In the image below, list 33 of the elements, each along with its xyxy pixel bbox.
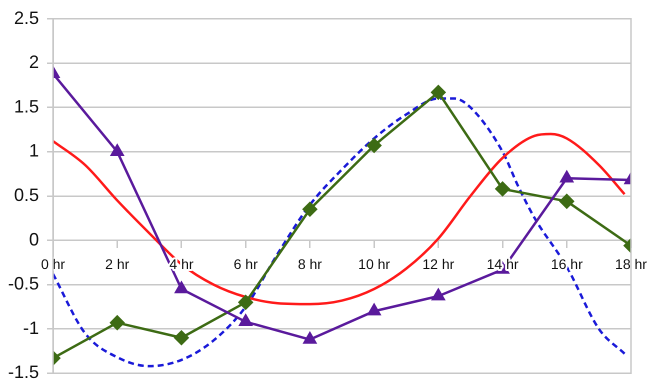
point <box>366 138 382 153</box>
point <box>238 295 253 310</box>
x-tick-label: 10 hr <box>358 256 390 272</box>
point <box>368 304 381 316</box>
x-tick-label: 8 hr <box>298 256 322 272</box>
y-tick-label: 2.5 <box>14 8 40 28</box>
x-tick-label: 16 hr <box>550 256 584 272</box>
y-tick-label: 1.5 <box>14 96 40 116</box>
x-tick-label: 14 hr <box>486 256 519 272</box>
point <box>560 171 574 183</box>
point <box>560 194 574 209</box>
point <box>174 330 189 346</box>
point <box>110 144 124 156</box>
x-tick-label: 12 hr <box>422 256 455 272</box>
point <box>239 314 252 326</box>
y-tick-label: 0 <box>29 229 40 250</box>
point <box>432 288 445 300</box>
point <box>175 282 188 294</box>
y-tick-label: 2 <box>29 52 40 72</box>
point <box>431 85 446 100</box>
x-tick-label: 0 hr <box>40 256 66 272</box>
y-tick-label: -0.5 <box>8 274 40 294</box>
point <box>302 202 318 217</box>
point <box>495 182 510 196</box>
y-tick-label: 1 <box>29 140 40 161</box>
x-tick-label: 6 hr <box>234 256 258 272</box>
y-tick-label: -1.5 <box>8 362 40 382</box>
y-tick-label: -1 <box>23 318 40 338</box>
point <box>303 332 316 344</box>
x-tick-label: 18 hr <box>615 256 648 272</box>
x-tick-label: 2 hr <box>105 256 130 272</box>
point <box>110 315 124 330</box>
y-tick-label: 0.5 <box>14 184 40 205</box>
